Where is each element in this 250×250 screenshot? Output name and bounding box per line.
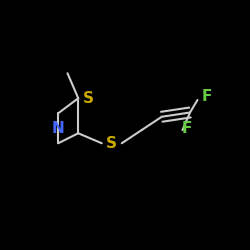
Text: N: N (52, 121, 64, 136)
Text: S: S (106, 136, 117, 151)
Text: F: F (202, 89, 212, 104)
Text: F: F (182, 121, 192, 136)
Text: S: S (83, 91, 94, 106)
